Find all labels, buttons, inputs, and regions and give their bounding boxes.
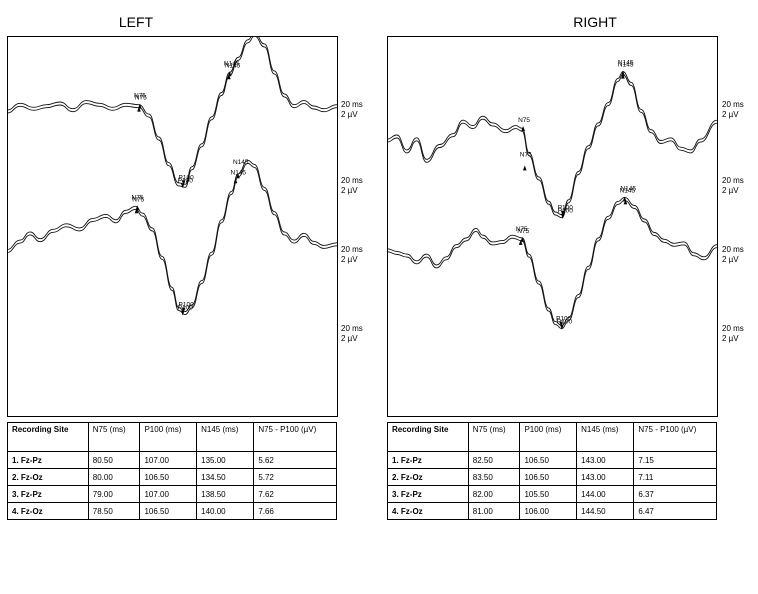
table-header-row: Recording Site N75 (ms) P100 (ms) N145 (… xyxy=(388,423,717,452)
cell-p100: 107.00 xyxy=(140,486,197,503)
left-scale-label-1: 20 ms 2 µV xyxy=(341,100,363,120)
cell-site: 3. Fz-Pz xyxy=(8,486,89,503)
cell-amplitude: 7.15 xyxy=(634,452,717,469)
cell-site: 1. Fz-Pz xyxy=(8,452,89,469)
cell-n145: 144.00 xyxy=(577,486,634,503)
right-peak-label-n75: N75 xyxy=(520,151,532,158)
right-peak-label-n145: N145 xyxy=(620,185,636,192)
right-scale-label-1: 20 ms 2 µV xyxy=(722,100,744,120)
table-row: 1. Fz-Pz 80.50 107.00 135.00 5.62 xyxy=(8,452,337,469)
cell-n75: 80.50 xyxy=(88,452,140,469)
cell-site: 4. Fz-Oz xyxy=(388,503,469,520)
table-row: 1. Fz-Pz 82.50 106.50 143.00 7.15 xyxy=(388,452,717,469)
right-scale-label-3: 20 ms 2 µV xyxy=(722,245,744,265)
right-peak-label-n145: N145 xyxy=(618,60,634,67)
table-row: 2. Fz-Oz 83.50 106.50 143.00 7.11 xyxy=(388,469,717,486)
cell-site: 2. Fz-Oz xyxy=(388,469,469,486)
left-peak-label-p100: P100 xyxy=(178,305,194,312)
left-peak-label-n75: N75 xyxy=(132,194,144,201)
right-scale-label-4: 20 ms 2 µV xyxy=(722,324,744,344)
cell-amplitude: 5.72 xyxy=(254,469,337,486)
cell-n145: 135.00 xyxy=(197,452,254,469)
cell-n145: 138.50 xyxy=(197,486,254,503)
cell-n145: 140.00 xyxy=(197,503,254,520)
cell-n75: 78.50 xyxy=(88,503,140,520)
cell-p100: 106.50 xyxy=(140,469,197,486)
right-peak-label-n75: N75 xyxy=(516,226,528,233)
left-peak-label-n145: N145 xyxy=(224,60,240,67)
col-header-n75: N75 (ms) xyxy=(468,423,520,452)
right-peak-label-n75: N75 xyxy=(518,117,530,124)
col-header-n75-p100: N75 - P100 (µV) xyxy=(634,423,717,452)
left-peak-label-n145: N145 xyxy=(233,159,249,166)
cell-amplitude: 6.37 xyxy=(634,486,717,503)
table-row: 3. Fz-Pz 82.00 105.50 144.00 6.37 xyxy=(388,486,717,503)
table-header-row: Recording Site N75 (ms) P100 (ms) N145 (… xyxy=(8,423,337,452)
cell-amplitude: 6.47 xyxy=(634,503,717,520)
col-header-n145: N145 (ms) xyxy=(197,423,254,452)
right-results-table: Recording Site N75 (ms) P100 (ms) N145 (… xyxy=(387,422,717,520)
cell-site: 1. Fz-Pz xyxy=(388,452,469,469)
cell-p100: 107.00 xyxy=(140,452,197,469)
col-header-recording-site: Recording Site xyxy=(8,423,89,452)
left-panel-title: LEFT xyxy=(96,14,176,30)
col-header-recording-site: Recording Site xyxy=(388,423,469,452)
cell-amplitude: 5.62 xyxy=(254,452,337,469)
left-peak-label-p100: P100 xyxy=(178,177,194,184)
table-row: 4. Fz-Oz 81.00 106.00 144.50 6.47 xyxy=(388,503,717,520)
cell-amplitude: 7.62 xyxy=(254,486,337,503)
cell-p100: 106.50 xyxy=(140,503,197,520)
cell-n145: 143.00 xyxy=(577,452,634,469)
col-header-n75: N75 (ms) xyxy=(88,423,140,452)
right-plot-frame xyxy=(388,37,718,417)
left-plot-frame xyxy=(8,37,338,417)
col-header-n75-p100: N75 - P100 (µV) xyxy=(254,423,337,452)
left-scale-label-3: 20 ms 2 µV xyxy=(341,245,363,265)
left-waveform-plot: N75P100N145N75P100N145N75P100N145N75P100… xyxy=(7,36,338,417)
col-header-p100: P100 (ms) xyxy=(140,423,197,452)
cell-amplitude: 7.66 xyxy=(254,503,337,520)
table-row: 3. Fz-Pz 79.00 107.00 138.50 7.62 xyxy=(8,486,337,503)
cell-n145: 144.50 xyxy=(577,503,634,520)
table-row: 2. Fz-Oz 80.00 106.50 134.50 5.72 xyxy=(8,469,337,486)
left-peak-label-n75: N75 xyxy=(134,93,146,100)
cell-n145: 134.50 xyxy=(197,469,254,486)
cell-n75: 80.00 xyxy=(88,469,140,486)
cell-n75: 81.00 xyxy=(468,503,520,520)
right-scale-label-2: 20 ms 2 µV xyxy=(722,176,744,196)
cell-p100: 106.50 xyxy=(520,452,577,469)
left-scale-label-4: 20 ms 2 µV xyxy=(341,324,363,344)
cell-n75: 82.50 xyxy=(468,452,520,469)
right-waveform-plot: N75P100N145N75P100N145N75P100N145N75P100… xyxy=(387,36,718,417)
cell-site: 2. Fz-Oz xyxy=(8,469,89,486)
cell-p100: 106.00 xyxy=(520,503,577,520)
cell-site: 4. Fz-Oz xyxy=(8,503,89,520)
col-header-n145: N145 (ms) xyxy=(577,423,634,452)
left-results-table: Recording Site N75 (ms) P100 (ms) N145 (… xyxy=(7,422,337,520)
cell-n145: 143.00 xyxy=(577,469,634,486)
left-scale-label-2: 20 ms 2 µV xyxy=(341,176,363,196)
right-peak-label-p100: P100 xyxy=(557,319,573,326)
cell-p100: 105.50 xyxy=(520,486,577,503)
cell-amplitude: 7.11 xyxy=(634,469,717,486)
cell-n75: 79.00 xyxy=(88,486,140,503)
right-panel-title: RIGHT xyxy=(555,14,635,30)
cell-p100: 106.50 xyxy=(520,469,577,486)
cell-n75: 82.00 xyxy=(468,486,520,503)
right-peak-label-p100: P100 xyxy=(558,208,574,215)
cell-n75: 83.50 xyxy=(468,469,520,486)
cell-site: 3. Fz-Pz xyxy=(388,486,469,503)
col-header-p100: P100 (ms) xyxy=(520,423,577,452)
table-row: 4. Fz-Oz 78.50 106.50 140.00 7.66 xyxy=(8,503,337,520)
